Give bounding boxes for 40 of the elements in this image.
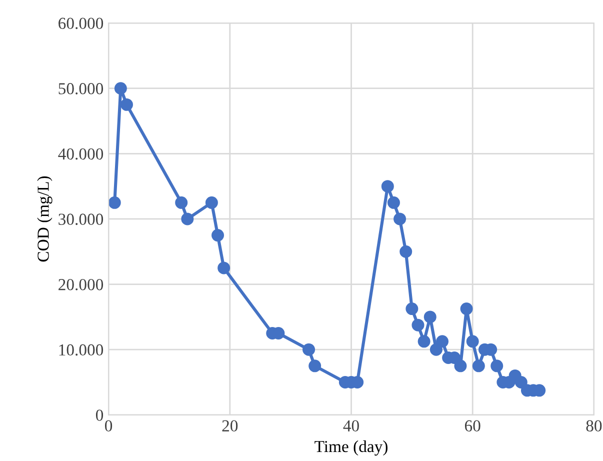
x-tick-label: 40: [343, 420, 359, 432]
y-tick-label: 20.000: [58, 278, 104, 290]
point: [394, 212, 406, 226]
point: [466, 335, 479, 348]
point: [212, 229, 224, 242]
point: [381, 180, 394, 193]
x-axis-title: Time (day): [314, 440, 388, 456]
point: [387, 196, 400, 209]
point: [460, 302, 473, 316]
point: [205, 196, 218, 209]
point: [175, 196, 188, 209]
point: [308, 360, 322, 372]
point: [472, 360, 485, 372]
point: [114, 82, 127, 95]
point: [430, 343, 442, 356]
x-tick-label: 20: [222, 420, 238, 432]
point: [454, 360, 467, 372]
x-tick-label: 60: [464, 420, 480, 432]
point: [514, 376, 528, 388]
point: [218, 262, 230, 274]
y-tick-label: 0: [96, 410, 104, 421]
point: [490, 360, 504, 372]
y-tick-label: 40.000: [58, 148, 104, 160]
point: [120, 98, 133, 111]
x-tick-label: 80: [586, 420, 602, 432]
point: [400, 245, 412, 258]
x-tick-label: 0: [105, 420, 112, 432]
point: [302, 343, 316, 356]
y-tick-label: 60.000: [58, 18, 104, 30]
y-tick-label: 50.000: [58, 83, 104, 94]
y-axis-title: COD (mg/L): [37, 176, 52, 262]
point: [108, 196, 121, 209]
point: [412, 318, 424, 332]
point: [406, 302, 418, 316]
point: [436, 335, 449, 348]
y-tick-label: 10.000: [59, 344, 104, 356]
point: [418, 335, 430, 348]
point: [181, 212, 194, 226]
y-tick-label: 30.000: [58, 214, 104, 225]
point: [424, 310, 436, 324]
